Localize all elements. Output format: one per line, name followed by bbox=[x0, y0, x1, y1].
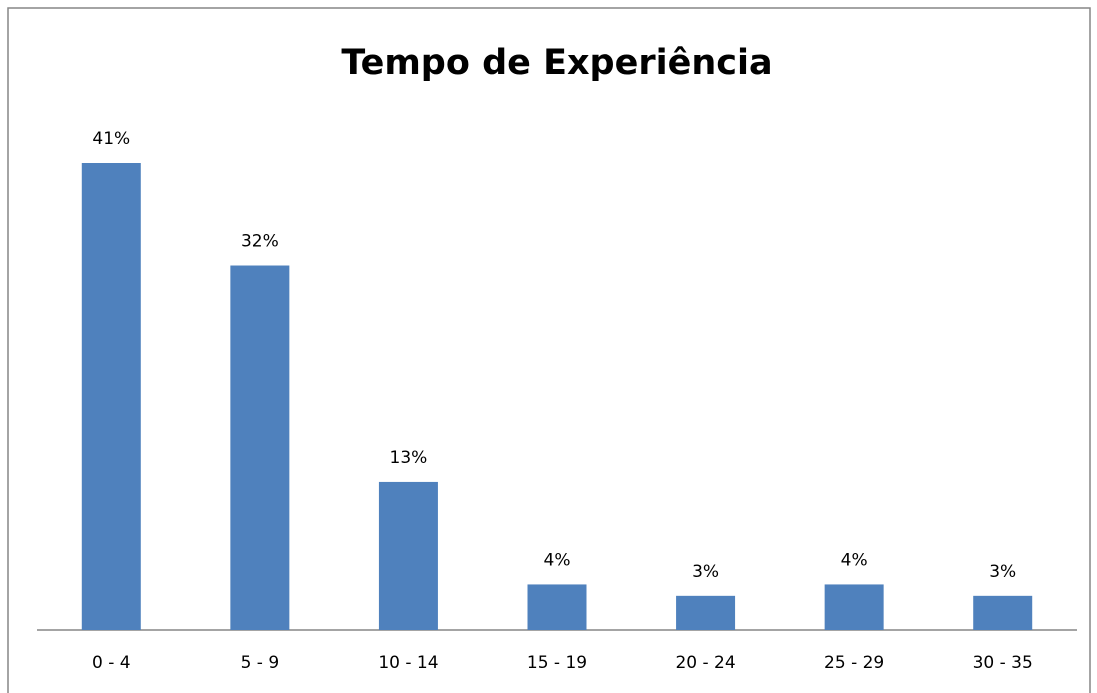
data-label: 3% bbox=[692, 562, 719, 582]
data-label: 4% bbox=[544, 550, 571, 570]
x-tick-label: 30 - 35 bbox=[973, 653, 1033, 673]
bar bbox=[230, 265, 290, 630]
bar bbox=[824, 584, 884, 630]
bar bbox=[81, 163, 141, 630]
x-tick-label: 0 - 4 bbox=[92, 653, 131, 673]
data-label: 32% bbox=[241, 232, 279, 252]
data-label: 13% bbox=[390, 448, 428, 468]
data-label: 4% bbox=[841, 550, 868, 570]
chart-title: Tempo de Experiência bbox=[341, 43, 772, 83]
chart-border bbox=[7, 7, 1091, 693]
data-label: 41% bbox=[92, 129, 130, 149]
bar bbox=[973, 595, 1033, 630]
x-tick-label: 5 - 9 bbox=[241, 653, 280, 673]
x-tick-label: 20 - 24 bbox=[675, 653, 735, 673]
x-tick-label: 25 - 29 bbox=[824, 653, 884, 673]
bar bbox=[527, 584, 587, 630]
bar bbox=[676, 595, 736, 630]
data-label: 3% bbox=[989, 562, 1016, 582]
x-tick-label: 10 - 14 bbox=[378, 653, 438, 673]
x-tick-label: 15 - 19 bbox=[527, 653, 587, 673]
bar bbox=[378, 481, 438, 630]
